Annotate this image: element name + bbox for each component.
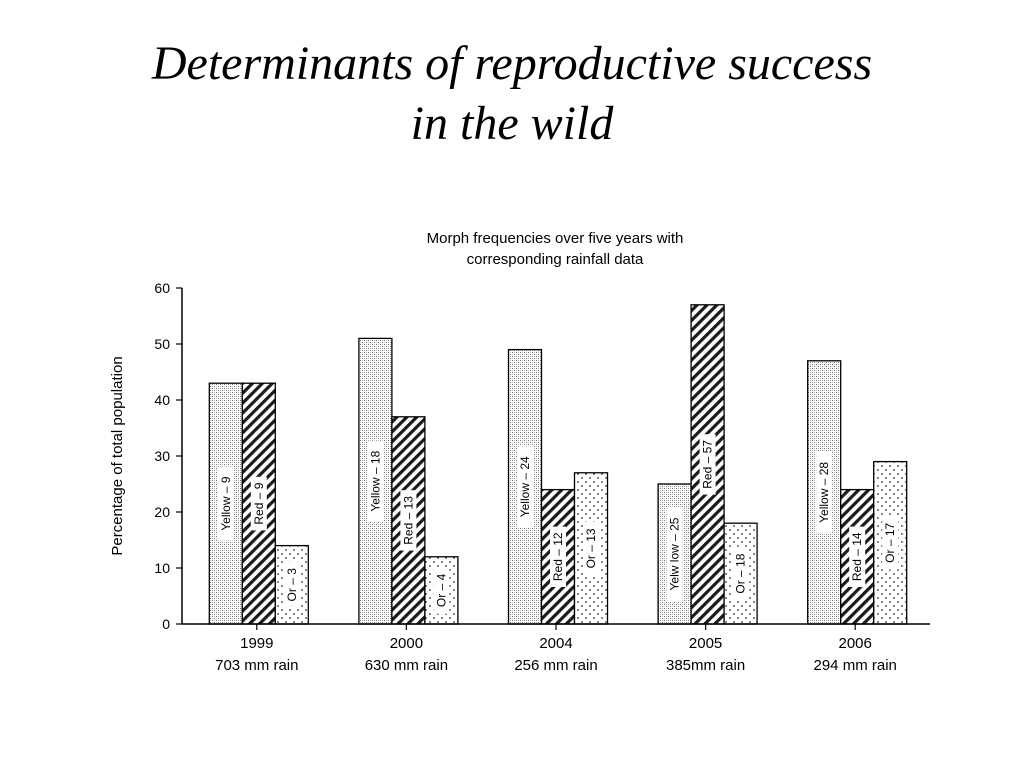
category-year-label: 1999 [240,635,273,652]
category-year-label: 2005 [689,635,722,652]
bar-label-bg [849,526,866,587]
category-rain-label: 294 mm rain [814,657,897,674]
y-tick-label: 0 [162,616,170,632]
bar-label: Red – 13 [401,496,415,545]
bar-label: Yelw low – 25 [668,517,682,590]
bar-label-bg [367,440,384,522]
bar-label: Red – 57 [701,440,715,489]
category-year-label: 2000 [390,635,423,652]
category-rain-label: 703 mm rain [215,657,298,674]
bar-label-bg [283,561,300,609]
bar-label: Or – 18 [734,553,748,593]
bar-orange-2004 [573,472,609,625]
y-tick-label: 10 [154,560,170,576]
slide-title-line-2: in the wild [410,97,614,150]
bar-label: Or – 17 [883,522,897,562]
bar-label-bg [433,567,450,614]
bar-label-bg [882,516,899,570]
bar-label-bg [732,546,749,601]
x-axis: 1999 703 mm rain 2000 630 mm rain 2004 256 mm… [215,624,897,674]
bar-label-bg [583,521,599,576]
bar-label: Yellow – 9 [219,476,233,531]
category-rain-label: 630 mm rain [365,657,448,674]
bar-label: Yellow – 18 [368,450,382,511]
bar-label: Red – 9 [252,482,266,524]
bar-label-bg [250,476,267,531]
bar-label-bg [217,466,234,541]
bars: Yellow – 9 Red – 9 Or – 3 Yellow – 18 Red – … [208,304,908,625]
chart-title-line-1: Morph frequencies over five years with [427,230,684,247]
chart-title-line-2: corresponding rainfall data [467,251,644,268]
bar-red-2000 [391,416,426,625]
bar-label: Red – 14 [850,532,864,581]
bar-label: Or – 13 [584,528,598,568]
category-rain-label: 385mm rain [666,657,745,674]
bar-label: Or – 4 [434,573,448,607]
y-tick-label: 20 [154,504,170,520]
y-tick-label: 30 [154,448,170,464]
y-axis: 0 10 20 30 40 50 60 [154,280,182,632]
bar-red-2006 [840,488,875,625]
bar-label: Or – 3 [285,568,299,602]
category-year-label: 2004 [539,635,572,652]
bar-label-bg [517,446,533,528]
bar-label: Red – 12 [551,532,565,581]
bar-label-bg [666,506,683,602]
bar-label-bg [550,526,566,587]
bar-label-bg [400,490,417,551]
category-rain-label: 256 mm rain [514,657,597,674]
y-tick-label: 50 [154,336,170,352]
bar-label: Yellow – 24 [518,456,532,517]
y-tick-label: 60 [154,280,170,296]
bar-label-bg [699,434,716,495]
slide-title-line-1: Determinants of reproductive success [151,37,873,90]
y-tick-label: 40 [154,392,170,408]
y-axis-title: Percentage of total population [109,356,126,555]
category-year-label: 2006 [839,635,872,652]
bar-label-bg [816,452,833,533]
slide-title: Determinants of reproductive success in … [0,34,1024,154]
bar-label: Yellow – 28 [817,462,831,523]
